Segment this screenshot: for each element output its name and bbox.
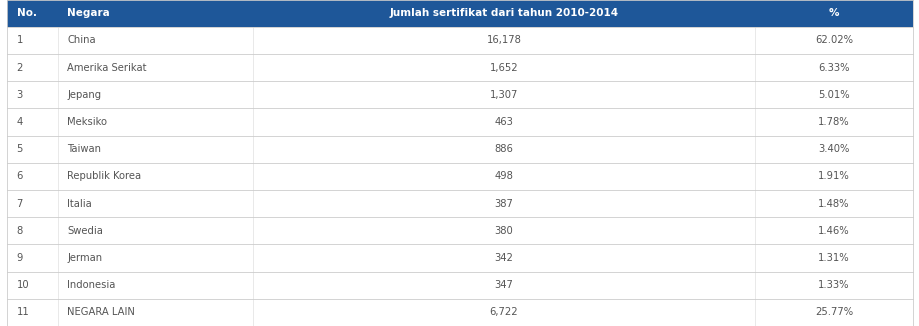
- Text: 463: 463: [494, 117, 513, 127]
- Text: 16,178: 16,178: [486, 35, 521, 45]
- Text: 8: 8: [17, 226, 23, 236]
- Text: 1.33%: 1.33%: [817, 280, 849, 290]
- Text: Indonesia: Indonesia: [67, 280, 116, 290]
- Text: Italia: Italia: [67, 199, 92, 209]
- Text: 10: 10: [17, 280, 29, 290]
- Text: 342: 342: [494, 253, 513, 263]
- Text: 11: 11: [17, 307, 29, 318]
- Text: 9: 9: [17, 253, 23, 263]
- Text: 7: 7: [17, 199, 23, 209]
- Bar: [7, 27, 912, 54]
- Bar: [7, 0, 912, 27]
- Text: 1.91%: 1.91%: [817, 171, 849, 181]
- Text: 2: 2: [17, 63, 23, 73]
- Text: Swedia: Swedia: [67, 226, 103, 236]
- Text: 5.01%: 5.01%: [817, 90, 849, 100]
- Text: Taiwan: Taiwan: [67, 144, 101, 154]
- Text: Jumlah sertifikat dari tahun 2010-2014: Jumlah sertifikat dari tahun 2010-2014: [389, 8, 618, 18]
- Bar: [7, 136, 912, 163]
- Text: 387: 387: [494, 199, 513, 209]
- Text: 1.31%: 1.31%: [817, 253, 849, 263]
- Text: 1.46%: 1.46%: [817, 226, 849, 236]
- Bar: [7, 190, 912, 217]
- Bar: [7, 244, 912, 272]
- Text: 62.02%: 62.02%: [814, 35, 852, 45]
- Text: No.: No.: [17, 8, 37, 18]
- Text: 498: 498: [494, 171, 513, 181]
- Bar: [7, 108, 912, 136]
- Text: Jerman: Jerman: [67, 253, 102, 263]
- Text: Republik Korea: Republik Korea: [67, 171, 142, 181]
- Bar: [7, 54, 912, 81]
- Text: Jepang: Jepang: [67, 90, 101, 100]
- Text: 3.40%: 3.40%: [817, 144, 848, 154]
- Text: 1,307: 1,307: [489, 90, 517, 100]
- Bar: [7, 81, 912, 108]
- Bar: [7, 217, 912, 244]
- Text: 347: 347: [494, 280, 513, 290]
- Text: 1,652: 1,652: [489, 63, 517, 73]
- Text: 5: 5: [17, 144, 23, 154]
- Text: 6,722: 6,722: [489, 307, 517, 318]
- Text: 1.48%: 1.48%: [817, 199, 849, 209]
- Text: 4: 4: [17, 117, 23, 127]
- Text: 25.77%: 25.77%: [814, 307, 852, 318]
- Text: 886: 886: [494, 144, 513, 154]
- Bar: [7, 163, 912, 190]
- Text: 380: 380: [494, 226, 513, 236]
- Bar: [7, 272, 912, 299]
- Text: 3: 3: [17, 90, 23, 100]
- Text: 6: 6: [17, 171, 23, 181]
- Text: 1: 1: [17, 35, 23, 45]
- Text: Amerika Serikat: Amerika Serikat: [67, 63, 147, 73]
- Text: Meksiko: Meksiko: [67, 117, 108, 127]
- Bar: [7, 299, 912, 326]
- Text: %: %: [828, 8, 838, 18]
- Text: Negara: Negara: [67, 8, 110, 18]
- Text: China: China: [67, 35, 96, 45]
- Text: NEGARA LAIN: NEGARA LAIN: [67, 307, 135, 318]
- Text: 6.33%: 6.33%: [817, 63, 849, 73]
- Text: 1.78%: 1.78%: [817, 117, 849, 127]
